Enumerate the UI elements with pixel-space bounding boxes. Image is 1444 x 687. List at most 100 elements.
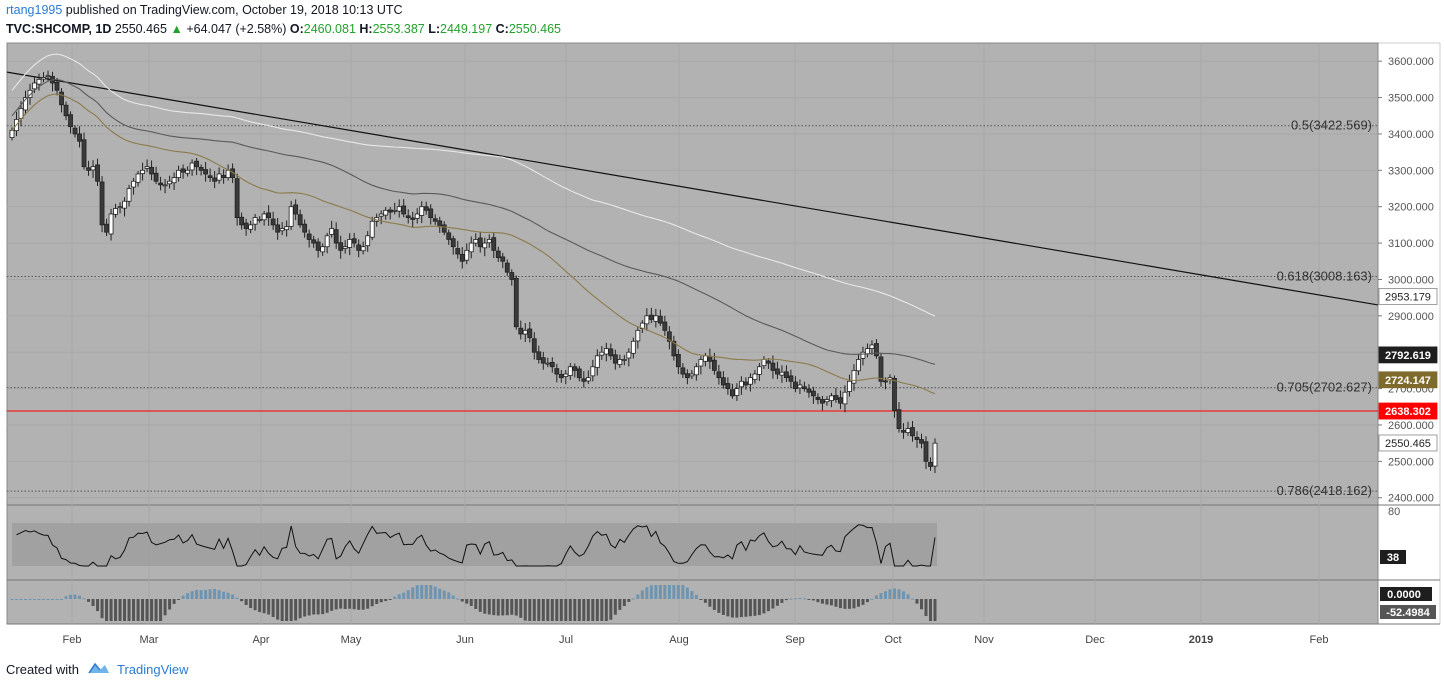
macd-bar bbox=[604, 599, 608, 621]
macd-bar bbox=[87, 599, 91, 602]
candle-up bbox=[383, 209, 389, 216]
macd-bar bbox=[496, 599, 500, 616]
macd-bar bbox=[208, 589, 212, 599]
candle-down bbox=[86, 167, 91, 171]
candle-up bbox=[113, 208, 118, 215]
macd-bar bbox=[64, 596, 68, 599]
candle-up bbox=[644, 315, 650, 325]
candle-up bbox=[248, 224, 254, 230]
macd-bar bbox=[348, 599, 352, 609]
macd-bar bbox=[816, 599, 820, 603]
macd-bar bbox=[487, 599, 491, 615]
candle-down bbox=[455, 248, 461, 255]
candle-down bbox=[266, 212, 272, 219]
macd-bar bbox=[357, 599, 361, 610]
macd-bar bbox=[744, 599, 748, 617]
candles bbox=[9, 70, 938, 473]
candle-up bbox=[320, 246, 326, 253]
candle-up bbox=[32, 82, 37, 90]
candle-up bbox=[590, 366, 596, 377]
candle-down bbox=[356, 244, 362, 251]
candle-down bbox=[576, 368, 582, 379]
macd-bar bbox=[640, 590, 644, 599]
candle-up bbox=[342, 246, 348, 249]
candle-down bbox=[878, 356, 884, 382]
candle-up bbox=[603, 348, 609, 355]
candle-down bbox=[720, 377, 726, 386]
macd-bar bbox=[528, 599, 532, 621]
macd-bar bbox=[312, 599, 316, 615]
candle-down bbox=[446, 232, 452, 240]
macd-bar bbox=[694, 594, 698, 599]
x-tick-label: Jul bbox=[559, 634, 573, 646]
candle-down bbox=[306, 233, 312, 240]
candle-up bbox=[144, 166, 150, 169]
macd-bar bbox=[870, 598, 874, 600]
candle-down bbox=[820, 399, 825, 404]
macd-bar bbox=[739, 599, 743, 618]
candle-up bbox=[869, 344, 875, 349]
x-tick-label: May bbox=[341, 634, 362, 646]
macd-histogram bbox=[10, 585, 937, 621]
candle-down bbox=[428, 208, 434, 219]
macd-bar bbox=[820, 599, 824, 604]
macd-bar bbox=[874, 595, 878, 599]
candle-up bbox=[630, 340, 636, 354]
candle-down bbox=[423, 206, 429, 211]
y-tick-label: 3300.000 bbox=[1388, 165, 1434, 177]
macd-bar bbox=[456, 598, 460, 600]
macd-bar bbox=[654, 585, 658, 599]
candle-down bbox=[666, 331, 672, 342]
macd-bar bbox=[136, 599, 140, 621]
macd-bar bbox=[865, 599, 869, 603]
tradingview-brand[interactable]: TradingView bbox=[116, 662, 189, 677]
macd-bar bbox=[613, 599, 617, 615]
candle-down bbox=[802, 386, 807, 389]
macd-bar bbox=[213, 588, 217, 599]
x-tick-label: Dec bbox=[1085, 634, 1105, 646]
candle-up bbox=[140, 169, 145, 174]
macd-zero-label: 0.0000 bbox=[1387, 589, 1421, 601]
candle-down bbox=[500, 256, 506, 262]
candle-up bbox=[18, 108, 24, 119]
publish-text: published on TradingView.com, October 19… bbox=[65, 3, 403, 17]
candle-down bbox=[491, 237, 497, 251]
candle-down bbox=[54, 81, 60, 91]
tradingview-logo-icon[interactable] bbox=[87, 661, 111, 678]
macd-bar bbox=[622, 599, 626, 607]
low-value: 2449.197 bbox=[440, 22, 493, 36]
x-tick-label: Jun bbox=[456, 634, 474, 646]
candle-up bbox=[842, 391, 848, 405]
macd-bar bbox=[55, 599, 59, 600]
macd-bar bbox=[96, 599, 100, 612]
macd-bar bbox=[843, 599, 847, 609]
macd-bar bbox=[465, 599, 469, 604]
macd-bar bbox=[811, 599, 815, 601]
macd-bar bbox=[838, 599, 842, 609]
candle-down bbox=[149, 167, 154, 175]
y-tick-label: 3100.000 bbox=[1388, 238, 1434, 250]
candle-down bbox=[221, 175, 227, 178]
macd-bar bbox=[789, 598, 793, 600]
macd-bar bbox=[784, 599, 788, 601]
x-tick-label: Mar bbox=[140, 634, 159, 646]
candle-down bbox=[680, 367, 686, 375]
macd-bar bbox=[114, 599, 118, 621]
macd-bar bbox=[771, 599, 775, 609]
macd-bar bbox=[415, 585, 419, 599]
candle-up bbox=[90, 166, 96, 171]
x-tick-label: 2019 bbox=[1189, 634, 1213, 646]
candle-down bbox=[72, 127, 78, 135]
macd-bar bbox=[24, 599, 28, 600]
candle-up bbox=[347, 239, 353, 248]
candle-up bbox=[468, 242, 474, 253]
macd-bar bbox=[442, 590, 446, 599]
macd-bar bbox=[118, 599, 122, 621]
macd-bar bbox=[483, 599, 487, 614]
macd-bar bbox=[852, 599, 856, 609]
candle-down bbox=[338, 242, 344, 251]
macd-bar bbox=[541, 599, 545, 621]
author-name[interactable]: rtang1995 bbox=[6, 3, 63, 17]
candle-up bbox=[932, 442, 938, 467]
